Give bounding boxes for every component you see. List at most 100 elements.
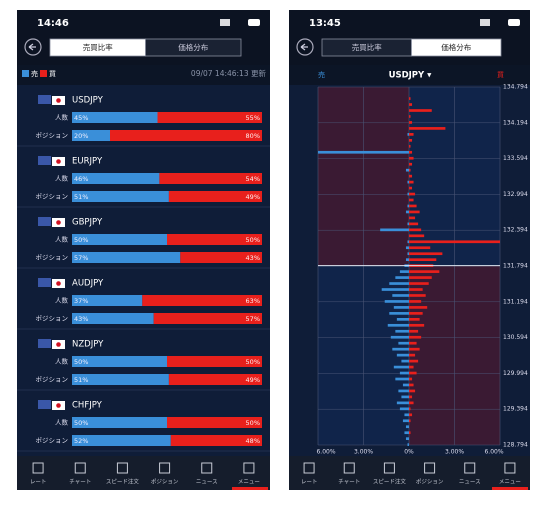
buy-bar — [409, 198, 414, 202]
sell-bar — [393, 365, 409, 369]
nav-icon[interactable] — [32, 462, 44, 474]
sell-bar — [72, 313, 154, 324]
buy-bar — [409, 192, 416, 196]
nav-icon[interactable] — [383, 462, 395, 474]
sell-bar — [392, 294, 409, 297]
flag-dot — [56, 159, 61, 164]
pair-name[interactable]: GBPJPY — [72, 218, 103, 228]
buy-bar — [409, 401, 414, 405]
sell-bar — [395, 329, 409, 333]
row-label: ポジション — [36, 437, 69, 445]
symbol-select[interactable]: USDJPY ▾ — [389, 71, 433, 81]
nav-icon[interactable] — [74, 462, 86, 474]
flag — [38, 95, 51, 104]
sell-bar — [396, 317, 409, 321]
buy-bar — [409, 371, 417, 375]
buy-bar — [409, 258, 437, 262]
buy-bar — [167, 417, 262, 428]
nav-label[interactable]: チャート — [338, 479, 360, 486]
nav-label[interactable]: ニュース — [459, 479, 481, 486]
sell-bar — [399, 371, 409, 375]
y-tick-label: 132.994 — [503, 191, 528, 198]
buy-label: 80% — [246, 132, 260, 140]
sell-label: 46% — [74, 175, 88, 183]
buy-bar — [409, 186, 413, 190]
nav-label[interactable]: レート — [301, 480, 318, 486]
right-nav-bar — [289, 456, 530, 490]
nav-icon[interactable] — [424, 462, 436, 474]
nav-icon[interactable] — [303, 462, 315, 474]
buy-bar — [409, 276, 432, 279]
sell-bar — [407, 252, 409, 256]
nav-active-indicator — [232, 487, 268, 490]
nav-icon[interactable] — [343, 462, 355, 474]
sell-bar — [407, 443, 409, 446]
buy-bar — [409, 347, 420, 351]
y-tick-label: 134.194 — [503, 119, 528, 126]
buy-bar — [409, 150, 413, 154]
flag — [38, 217, 51, 226]
pair-name[interactable]: AUDJPY — [72, 279, 104, 289]
nav-icon[interactable] — [464, 462, 476, 474]
nav-icon[interactable] — [116, 462, 128, 474]
buy-bar — [170, 435, 262, 446]
pair-name[interactable]: NZDJPY — [72, 340, 104, 350]
buy-bar — [409, 204, 417, 208]
signal — [220, 19, 230, 26]
pair-name[interactable]: USDJPY — [72, 96, 104, 106]
tab[interactable] — [411, 38, 502, 57]
nav-label[interactable]: レート — [30, 480, 47, 486]
flag — [38, 278, 51, 287]
nav-icon[interactable] — [201, 462, 213, 474]
buy-bar — [409, 210, 420, 214]
sell-bar — [399, 270, 409, 273]
nav-label[interactable]: メニュー — [499, 479, 521, 486]
nav-icon[interactable] — [243, 462, 255, 474]
x-tick-label: 3.00% — [354, 449, 373, 456]
buy-bar — [409, 156, 414, 160]
pair-name[interactable]: CHFJPY — [72, 401, 103, 411]
sell-label: 57% — [74, 254, 88, 262]
back-button[interactable] — [296, 38, 314, 56]
sell-bar — [384, 300, 409, 303]
nav-active-indicator — [492, 487, 528, 490]
sell-bar — [72, 252, 181, 263]
tab-label[interactable]: 売買比率 — [83, 42, 113, 52]
nav-icon[interactable] — [159, 462, 171, 474]
tab[interactable] — [145, 38, 242, 57]
buy-label: 48% — [246, 437, 260, 445]
sell-bar — [380, 228, 409, 232]
nav-label[interactable]: スピード注文 — [373, 478, 407, 486]
buy-bar — [157, 112, 262, 123]
buy-label: 55% — [246, 114, 260, 122]
status-time: 14:46 — [37, 18, 69, 29]
buy-bar — [409, 144, 411, 148]
nav-label[interactable]: ポジション — [151, 479, 179, 486]
pair-name[interactable]: EURJPY — [72, 157, 103, 167]
nav-label[interactable]: チャート — [69, 479, 91, 486]
tab-label[interactable]: 売買比率 — [352, 42, 382, 52]
buy-bar — [409, 168, 411, 172]
buy-bar — [409, 359, 419, 363]
x-tick-label: 6.00% — [484, 449, 503, 456]
nav-label[interactable]: ニュース — [196, 479, 218, 486]
row-label: 人数 — [55, 174, 69, 183]
tab-label[interactable]: 価格分布 — [178, 42, 208, 52]
row-label: ポジション — [36, 315, 69, 323]
buy-bar — [409, 353, 416, 357]
sell-bar — [392, 347, 409, 351]
sell-bar — [407, 180, 409, 184]
buy-bar — [409, 121, 413, 124]
sell-bar — [402, 383, 409, 387]
nav-label[interactable]: ポジション — [416, 479, 444, 486]
sell-bar — [72, 234, 167, 245]
back-button[interactable] — [24, 38, 42, 56]
buy-bar — [409, 323, 425, 327]
nav-label[interactable]: メニュー — [238, 479, 260, 486]
nav-label[interactable]: スピード注文 — [106, 478, 140, 486]
tab-label[interactable]: 価格分布 — [441, 42, 471, 52]
sell-bar — [387, 323, 409, 327]
sell-bar — [396, 353, 409, 357]
nav-icon[interactable] — [504, 462, 516, 474]
